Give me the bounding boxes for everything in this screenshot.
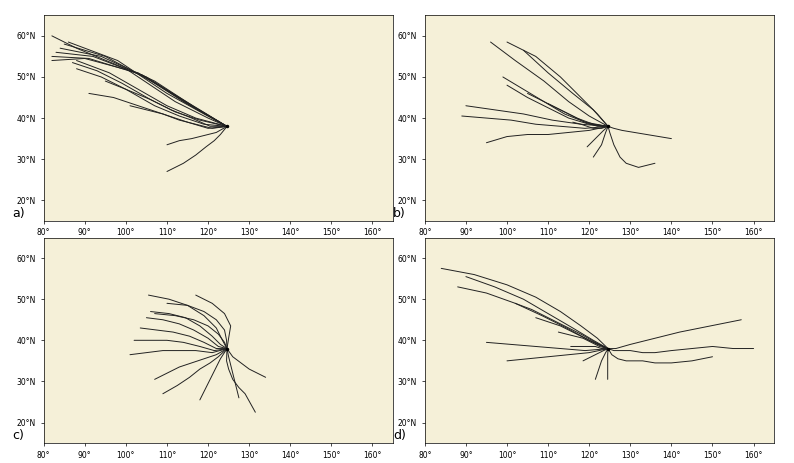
- Text: a): a): [12, 207, 25, 220]
- Text: b): b): [393, 207, 406, 220]
- Text: d): d): [393, 429, 406, 442]
- Text: c): c): [12, 429, 24, 442]
